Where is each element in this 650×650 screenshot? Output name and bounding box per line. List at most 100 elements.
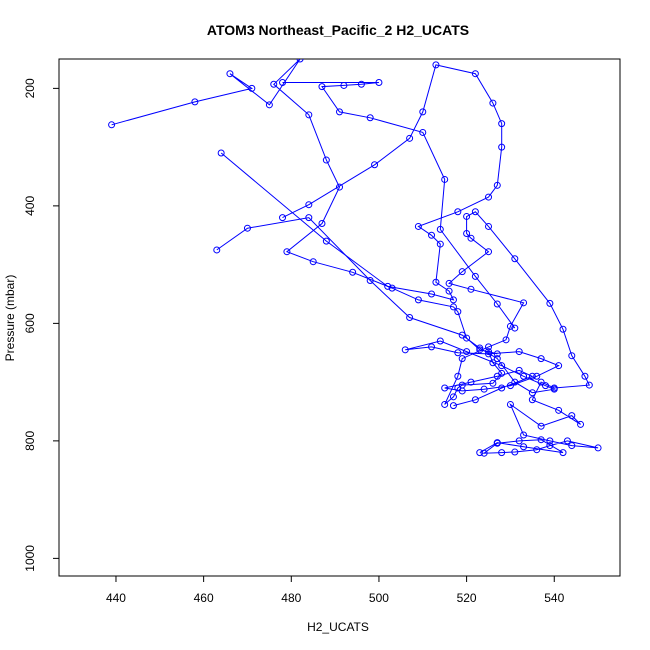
data-point <box>563 437 571 445</box>
data-point <box>485 350 493 358</box>
data-point <box>296 59 304 63</box>
data-point <box>489 99 497 107</box>
data-point <box>506 382 514 390</box>
data-point <box>511 378 519 386</box>
data-point <box>318 220 326 227</box>
data-point <box>432 278 440 286</box>
data-point <box>270 80 278 88</box>
data-point <box>528 389 536 397</box>
data-point <box>436 225 444 233</box>
data-point <box>528 372 536 380</box>
data-point <box>441 175 449 183</box>
data-point <box>445 279 453 287</box>
data-point <box>485 248 493 256</box>
data-point <box>428 290 436 298</box>
data-point <box>568 442 576 450</box>
data-point <box>305 111 313 119</box>
data-point <box>480 449 488 457</box>
data-point <box>537 355 545 363</box>
data-point <box>428 343 436 351</box>
data-point <box>559 449 567 457</box>
y-tick-label: 1000 <box>23 545 37 572</box>
data-point <box>467 285 475 293</box>
data-point <box>550 385 558 393</box>
data-point <box>528 396 536 404</box>
data-point <box>581 372 589 380</box>
y-tick-label: 800 <box>23 431 37 451</box>
data-point <box>585 381 593 389</box>
data-point <box>366 276 374 284</box>
data-point <box>511 255 519 263</box>
data-point <box>489 379 497 387</box>
data-point <box>248 84 256 92</box>
data-point <box>467 234 475 242</box>
data-point <box>498 384 506 392</box>
data-point <box>454 372 462 380</box>
data-point <box>515 348 523 356</box>
data-point <box>485 193 493 201</box>
data-point <box>485 222 493 230</box>
data-point <box>454 349 462 357</box>
data-point <box>520 431 528 439</box>
data-point <box>546 299 554 307</box>
series-group <box>108 59 602 457</box>
data-point <box>454 208 462 216</box>
data-point <box>463 212 471 220</box>
y-axis-label: Pressure (mbar) <box>3 275 17 362</box>
data-point <box>533 446 541 454</box>
data-point <box>520 372 528 380</box>
data-point <box>471 272 479 280</box>
data-point <box>577 420 585 428</box>
data-point <box>384 282 392 290</box>
data-point <box>546 437 554 445</box>
data-point <box>533 372 541 380</box>
data-point <box>555 362 563 370</box>
y-axis: 200 400 600 800 1000 <box>23 78 59 572</box>
data-point <box>458 331 466 339</box>
data-point <box>493 300 501 308</box>
series-line-2 <box>216 217 560 407</box>
data-point <box>502 336 510 344</box>
data-point <box>279 214 287 222</box>
data-point <box>441 384 449 392</box>
plot-frame <box>58 58 621 577</box>
data-point <box>449 393 457 401</box>
data-point <box>493 181 501 189</box>
data-point <box>213 246 221 254</box>
data-point <box>305 201 313 209</box>
data-point <box>432 61 440 69</box>
data-point <box>559 325 567 333</box>
chart-title: ATOM3 Northeast_Pacific_2 H2_UCATS <box>207 22 469 38</box>
data-point <box>366 114 374 122</box>
data-point <box>191 98 199 106</box>
data-point <box>454 308 462 316</box>
data-point <box>485 343 493 351</box>
data-point <box>537 422 545 430</box>
data-point <box>476 344 484 352</box>
x-tick-label: 440 <box>106 591 126 605</box>
data-point <box>515 366 523 374</box>
x-tick-label: 480 <box>281 591 301 605</box>
x-tick-label: 520 <box>457 591 477 605</box>
data-point <box>349 268 357 276</box>
y-tick-label: 200 <box>23 78 37 98</box>
data-point <box>336 108 343 116</box>
data-point <box>414 222 422 230</box>
data-point <box>511 324 519 332</box>
data-point <box>279 79 287 86</box>
data-point <box>498 120 506 128</box>
data-point <box>340 81 348 89</box>
y-tick-label: 600 <box>23 313 37 333</box>
data-point <box>449 402 457 410</box>
data-point <box>449 296 457 304</box>
data-point <box>506 400 514 408</box>
data-point <box>498 143 506 151</box>
data-point <box>480 385 488 393</box>
data-point <box>428 231 436 239</box>
data-point <box>471 396 479 404</box>
data-point <box>226 70 234 78</box>
data-point <box>458 355 466 363</box>
data-point <box>546 442 554 450</box>
data-point <box>406 314 414 321</box>
